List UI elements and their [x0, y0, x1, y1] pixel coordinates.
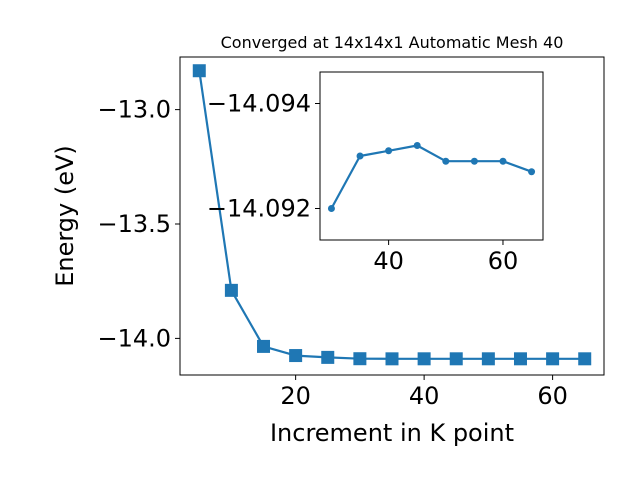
- main-y-tick-label: −13.0: [97, 96, 171, 124]
- y-axis-label: Energy (eV): [51, 145, 79, 287]
- main-data-point: [257, 339, 271, 353]
- x-axis-label: Increment in K point: [270, 419, 514, 447]
- main-x-tick-label: 40: [409, 382, 440, 410]
- main-data-point: [578, 352, 592, 366]
- main-data-point: [353, 352, 367, 366]
- main-y-tick-label: −14.0: [97, 324, 171, 352]
- main-data-point: [321, 350, 335, 364]
- inset-data-point: [528, 168, 536, 176]
- inset-x-ticks: 40 60: [373, 240, 518, 275]
- inset-data-point: [356, 152, 364, 160]
- main-x-ticks: 20 40 60: [280, 375, 568, 410]
- main-x-tick-label: 60: [537, 382, 568, 410]
- main-data-point: [192, 64, 206, 78]
- inset-data-point: [470, 157, 478, 165]
- inset-data-point: [385, 147, 393, 155]
- main-data-point: [224, 283, 238, 297]
- inset-x-tick-label: 60: [488, 247, 519, 275]
- main-data-point: [385, 352, 399, 366]
- chart-title: Converged at 14x14x1 Automatic Mesh 40: [221, 33, 564, 52]
- main-data-point: [546, 352, 560, 366]
- main-series: [192, 64, 592, 366]
- inset-series: [327, 142, 536, 212]
- inset-x-tick-label: 40: [373, 247, 404, 275]
- inset-data-point: [499, 157, 507, 165]
- inset-data-point: [442, 157, 450, 165]
- inset-series-line: [330, 144, 532, 210]
- inset-chart: 40 60 −14.092 −14.094: [207, 71, 544, 275]
- inset-y-tick-label: −14.092: [207, 195, 311, 223]
- main-data-point: [481, 352, 495, 366]
- inset-y-ticks: −14.092 −14.094: [207, 90, 320, 223]
- main-x-tick-label: 20: [280, 382, 311, 410]
- main-data-point: [513, 352, 527, 366]
- main-data-point: [417, 352, 431, 366]
- inset-data-point: [327, 205, 335, 212]
- inset-y-tick-label: −14.094: [207, 90, 311, 118]
- main-data-point: [289, 349, 303, 363]
- main-y-ticks: −14.0 −13.5 −13.0: [97, 96, 180, 352]
- inset-plot-frame: [319, 71, 544, 241]
- inset-data-point: [413, 142, 421, 149]
- main-y-tick-label: −13.5: [97, 210, 171, 238]
- main-data-point: [449, 352, 463, 366]
